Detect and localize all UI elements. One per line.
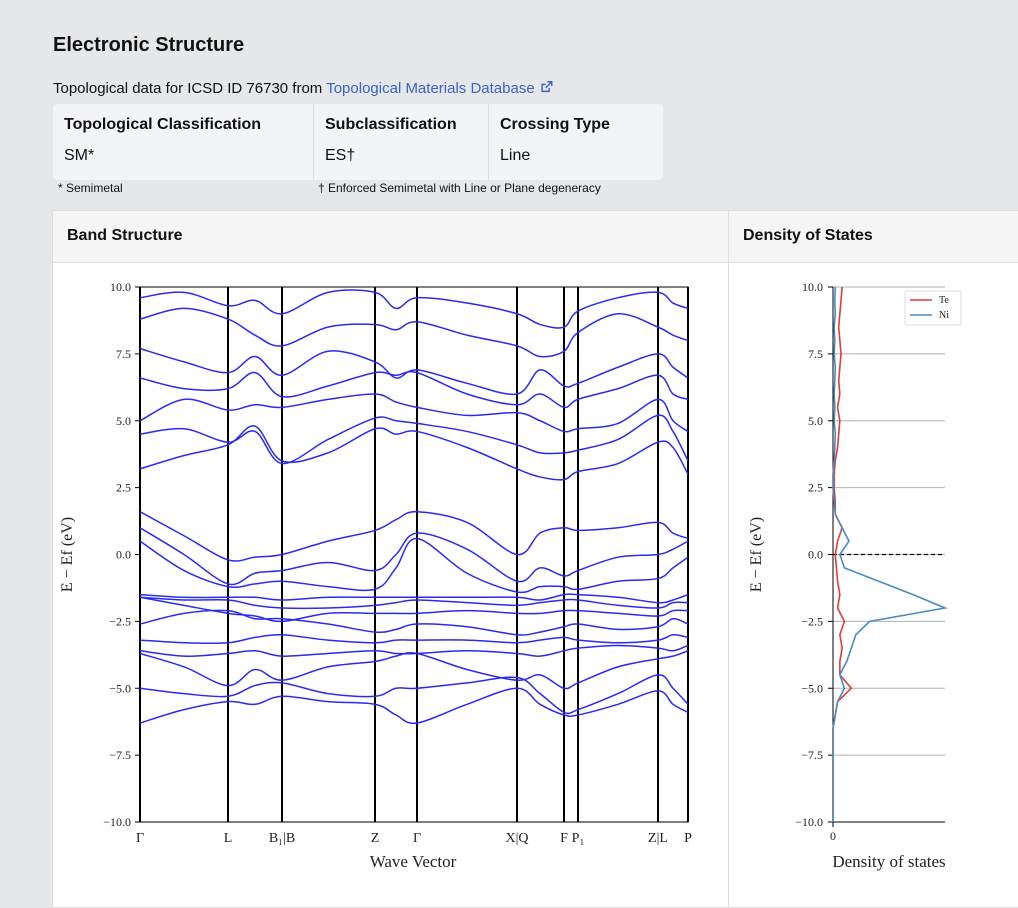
table-separator (488, 104, 489, 180)
y-tick-label: 7.5 (116, 347, 131, 361)
y-tick-label: −10.0 (795, 815, 823, 829)
footnote: * Semimetal (58, 181, 123, 195)
band-line (139, 393, 689, 433)
band-line (139, 674, 689, 715)
y-tick-label: 0.0 (808, 548, 823, 562)
legend-label: Te (939, 295, 949, 306)
y-tick-label: −7.5 (109, 748, 131, 762)
band-line (139, 609, 689, 636)
table-header: Crossing Type (500, 116, 610, 133)
y-tick-label: −5.0 (801, 681, 823, 695)
band-line (139, 414, 689, 465)
x-tick-label: B₁|B (269, 831, 295, 846)
y-tick-label: 5.0 (116, 414, 131, 428)
x-tick-label: Z|L (648, 831, 668, 846)
y-tick-label: 2.5 (116, 481, 131, 495)
plot-frame (139, 286, 689, 823)
band-line (139, 644, 689, 657)
x-tick-label: Γ (136, 831, 144, 846)
x-tick-label: P (684, 831, 692, 846)
table-value: Line (500, 147, 531, 164)
band-line (139, 307, 689, 358)
y-tick-label: −5.0 (109, 681, 131, 695)
table-header: Topological Classification (64, 116, 262, 133)
x-tick-label: F (560, 831, 568, 846)
source-link[interactable]: Topological Materials Database (326, 80, 535, 97)
table-value: ES† (325, 147, 356, 164)
y-tick-label: −10.0 (103, 815, 131, 829)
section-title: Electronic Structure (53, 34, 245, 56)
band-line (139, 425, 689, 481)
y-tick-label: −7.5 (801, 748, 823, 762)
band-line (139, 347, 689, 396)
x-tick-label: P₁ (572, 831, 585, 846)
y-tick-label: −2.5 (801, 614, 823, 628)
y-tick-label: 10.0 (110, 280, 131, 294)
table-header: Subclassification (325, 116, 457, 133)
y-tick-label: 5.0 (808, 414, 823, 428)
legend-label: Ni (939, 310, 949, 321)
source-text: Topological data for ICSD ID 76730 from (53, 80, 323, 97)
band-line (139, 687, 689, 725)
table-separator (313, 104, 314, 180)
x-axis-label: Wave Vector (370, 852, 457, 871)
x-tick-label: L (224, 831, 233, 846)
source-line: Topological data for ICSD ID 76730 from … (53, 80, 554, 97)
x-tick-label: Z (371, 831, 380, 846)
band-line (139, 650, 689, 690)
table-value: SM* (64, 147, 95, 164)
x-tick-label: 0 (830, 829, 836, 843)
y-axis-label: E − Ef (eV) (59, 517, 76, 592)
band-line (139, 370, 689, 409)
band-line (139, 289, 689, 329)
panel-header: Density of States (729, 211, 1018, 263)
y-tick-label: 2.5 (808, 481, 823, 495)
band-line (139, 596, 689, 610)
external-link-icon (541, 81, 553, 93)
band-line (139, 537, 689, 594)
y-axis-label: E − Ef (eV) (748, 517, 765, 592)
y-tick-label: −2.5 (109, 614, 131, 628)
y-tick-label: 10.0 (802, 280, 823, 294)
band-line (139, 593, 689, 604)
band-line (139, 527, 689, 586)
topology-table: Topological Classification Subclassifica… (53, 104, 663, 180)
x-tick-label: Γ (413, 831, 421, 846)
y-tick-label: 7.5 (808, 347, 823, 361)
dos-line (832, 286, 948, 822)
footnote: † Enforced Semimetal with Line or Plane … (318, 181, 601, 195)
band-line (139, 596, 689, 623)
x-axis-label: Density of states (832, 852, 945, 871)
band-line (139, 510, 689, 562)
band-line (139, 633, 689, 645)
legend-box (904, 290, 962, 326)
panel-header: Band Structure (53, 211, 728, 263)
y-tick-label: 0.0 (116, 548, 131, 562)
x-tick-label: X|Q (505, 831, 528, 846)
